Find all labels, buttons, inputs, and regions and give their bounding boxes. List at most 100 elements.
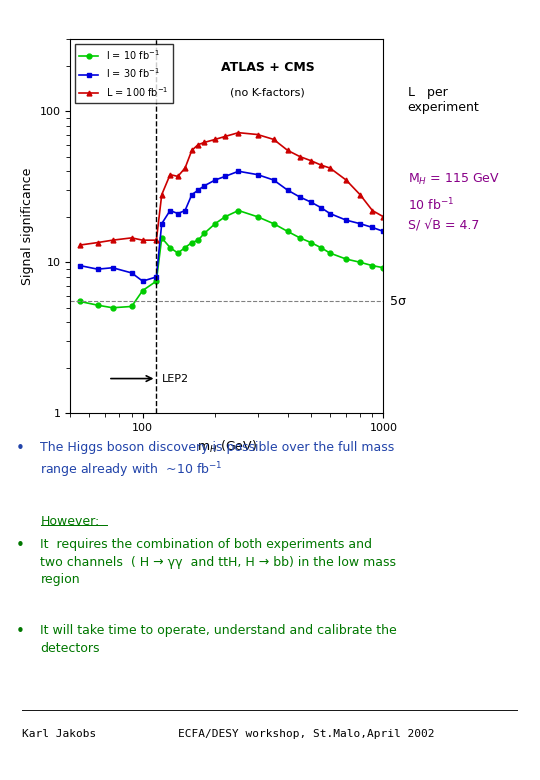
l = 10 fb$^{-1}$ <box>222 212 228 222</box>
L = 100 fb$^{-1}$ <box>343 176 349 185</box>
l = 30 fb$^{-1}$ <box>158 219 165 229</box>
l = 10 fb$^{-1}$ <box>285 227 291 236</box>
Text: (no K-factors): (no K-factors) <box>230 87 305 98</box>
l = 30 fb$^{-1}$ <box>380 227 387 236</box>
Legend: l = 10 fb$^{-1}$, l = 30 fb$^{-1}$, L = 100 fb$^{-1}$: l = 10 fb$^{-1}$, l = 30 fb$^{-1}$, L = … <box>75 44 173 103</box>
L = 100 fb$^{-1}$ <box>153 236 160 245</box>
l = 30 fb$^{-1}$ <box>296 193 303 202</box>
l = 10 fb$^{-1}$ <box>94 300 101 310</box>
l = 10 fb$^{-1}$ <box>182 243 188 252</box>
L = 100 fb$^{-1}$ <box>201 138 207 147</box>
l = 30 fb$^{-1}$ <box>271 176 277 185</box>
L = 100 fb$^{-1}$ <box>254 129 261 139</box>
l = 30 fb$^{-1}$ <box>129 268 135 278</box>
l = 10 fb$^{-1}$ <box>343 254 349 264</box>
l = 10 fb$^{-1}$ <box>174 248 181 257</box>
l = 30 fb$^{-1}$ <box>222 172 228 181</box>
Text: LEP2: LEP2 <box>161 374 188 384</box>
X-axis label: m$_{H}$ (GeV): m$_{H}$ (GeV) <box>197 438 256 455</box>
L = 100 fb$^{-1}$ <box>110 236 116 245</box>
l = 30 fb$^{-1}$ <box>77 261 83 271</box>
Line: l = 30 fb$^{-1}$: l = 30 fb$^{-1}$ <box>78 168 386 284</box>
l = 10 fb$^{-1}$ <box>201 229 207 238</box>
l = 10 fb$^{-1}$ <box>235 206 242 215</box>
L = 100 fb$^{-1}$ <box>308 156 314 165</box>
L = 100 fb$^{-1}$ <box>158 190 165 200</box>
L = 100 fb$^{-1}$ <box>188 146 195 155</box>
Text: •: • <box>16 538 25 553</box>
L = 100 fb$^{-1}$ <box>174 172 181 181</box>
l = 10 fb$^{-1}$ <box>167 243 173 252</box>
L = 100 fb$^{-1}$ <box>271 135 277 144</box>
l = 10 fb$^{-1}$ <box>153 276 160 285</box>
l = 30 fb$^{-1}$ <box>254 170 261 179</box>
l = 30 fb$^{-1}$ <box>235 167 242 176</box>
l = 30 fb$^{-1}$ <box>318 203 324 212</box>
l = 10 fb$^{-1}$ <box>77 297 83 307</box>
l = 10 fb$^{-1}$ <box>212 219 218 229</box>
l = 10 fb$^{-1}$ <box>369 261 376 271</box>
l = 30 fb$^{-1}$ <box>195 186 201 195</box>
l = 10 fb$^{-1}$ <box>254 212 261 222</box>
L = 100 fb$^{-1}$ <box>195 140 201 149</box>
l = 30 fb$^{-1}$ <box>212 176 218 185</box>
Text: Karl Jakobs: Karl Jakobs <box>22 729 96 739</box>
L = 100 fb$^{-1}$ <box>222 132 228 141</box>
Line: L = 100 fb$^{-1}$: L = 100 fb$^{-1}$ <box>78 130 386 247</box>
L = 100 fb$^{-1}$ <box>77 240 83 250</box>
l = 10 fb$^{-1}$ <box>110 303 116 313</box>
L = 100 fb$^{-1}$ <box>182 163 188 172</box>
L = 100 fb$^{-1}$ <box>235 128 242 137</box>
L = 100 fb$^{-1}$ <box>94 238 101 247</box>
l = 10 fb$^{-1}$ <box>139 285 146 295</box>
l = 10 fb$^{-1}$ <box>296 233 303 243</box>
l = 10 fb$^{-1}$ <box>380 263 387 272</box>
l = 10 fb$^{-1}$ <box>318 243 324 252</box>
l = 10 fb$^{-1}$ <box>188 238 195 247</box>
Text: It  requires the combination of both experiments and
two channels  ( H → γγ  and: It requires the combination of both expe… <box>40 538 396 587</box>
l = 30 fb$^{-1}$ <box>327 209 333 218</box>
Text: ATLAS + CMS: ATLAS + CMS <box>221 62 314 74</box>
L = 100 fb$^{-1}$ <box>212 135 218 144</box>
L = 100 fb$^{-1}$ <box>357 190 363 200</box>
Text: L   per
experiment: L per experiment <box>408 86 480 114</box>
l = 30 fb$^{-1}$ <box>153 272 160 282</box>
l = 10 fb$^{-1}$ <box>308 238 314 247</box>
l = 30 fb$^{-1}$ <box>369 223 376 232</box>
Text: The Higgs boson discovery is possible over the full mass
range already with  ~10: The Higgs boson discovery is possible ov… <box>40 441 395 480</box>
L = 100 fb$^{-1}$ <box>380 212 387 222</box>
Text: 5σ: 5σ <box>390 295 406 308</box>
L = 100 fb$^{-1}$ <box>129 233 135 243</box>
L = 100 fb$^{-1}$ <box>139 236 146 245</box>
Text: It will take time to operate, understand and calibrate the
detectors: It will take time to operate, understand… <box>40 624 397 654</box>
l = 10 fb$^{-1}$ <box>327 248 333 257</box>
Y-axis label: Signal significance: Signal significance <box>21 168 34 285</box>
l = 30 fb$^{-1}$ <box>308 197 314 207</box>
L = 100 fb$^{-1}$ <box>369 206 376 215</box>
Text: •: • <box>16 441 25 456</box>
l = 30 fb$^{-1}$ <box>174 209 181 218</box>
l = 10 fb$^{-1}$ <box>357 257 363 267</box>
Text: •: • <box>16 624 25 639</box>
l = 10 fb$^{-1}$ <box>129 302 135 311</box>
l = 30 fb$^{-1}$ <box>201 181 207 190</box>
l = 30 fb$^{-1}$ <box>285 186 291 195</box>
l = 30 fb$^{-1}$ <box>110 263 116 272</box>
L = 100 fb$^{-1}$ <box>318 161 324 170</box>
L = 100 fb$^{-1}$ <box>285 146 291 155</box>
l = 30 fb$^{-1}$ <box>188 190 195 200</box>
L = 100 fb$^{-1}$ <box>296 152 303 161</box>
l = 30 fb$^{-1}$ <box>343 215 349 225</box>
l = 10 fb$^{-1}$ <box>195 236 201 245</box>
L = 100 fb$^{-1}$ <box>327 163 333 172</box>
L = 100 fb$^{-1}$ <box>167 170 173 179</box>
l = 10 fb$^{-1}$ <box>158 233 165 243</box>
l = 30 fb$^{-1}$ <box>94 264 101 274</box>
Text: M$_{H}$ = 115 GeV
10 fb$^{-1}$
S/ √B = 4.7: M$_{H}$ = 115 GeV 10 fb$^{-1}$ S/ √B = 4… <box>408 172 500 232</box>
Text: However:: However: <box>40 515 100 528</box>
l = 30 fb$^{-1}$ <box>182 206 188 215</box>
l = 30 fb$^{-1}$ <box>167 206 173 215</box>
Text: ECFA/DESY workshop, St.Malo,April 2002: ECFA/DESY workshop, St.Malo,April 2002 <box>178 729 435 739</box>
l = 30 fb$^{-1}$ <box>357 219 363 229</box>
Line: l = 10 fb$^{-1}$: l = 10 fb$^{-1}$ <box>78 208 386 310</box>
